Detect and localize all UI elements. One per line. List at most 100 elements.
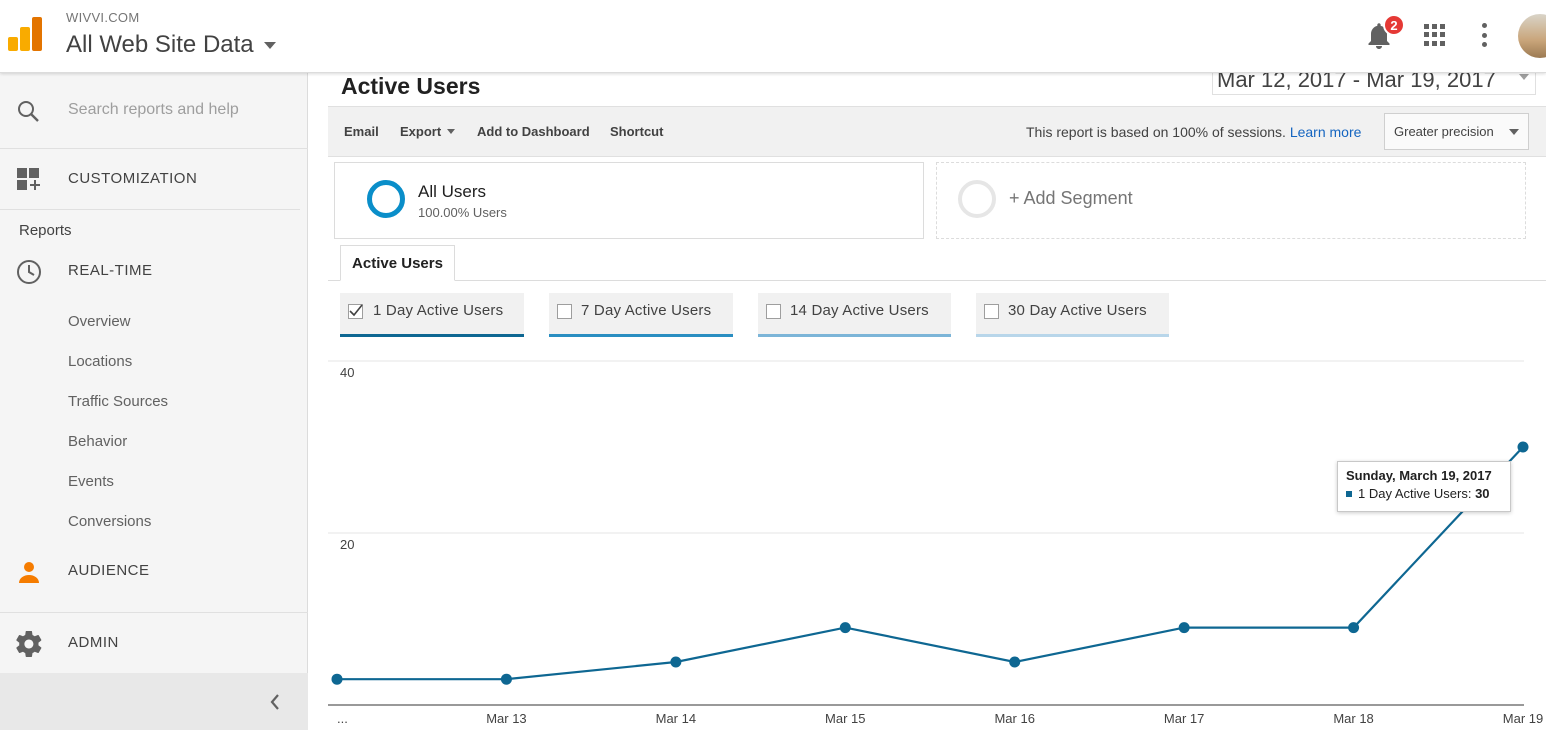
account-name: WIVVI.COM [66, 10, 140, 25]
x-tick-label: Mar 18 [1333, 711, 1373, 726]
divider [0, 612, 308, 613]
tabs-divider [328, 280, 1546, 281]
metric-label: 30 Day Active Users [1008, 302, 1147, 319]
avatar[interactable] [1518, 14, 1546, 58]
data-point [1348, 622, 1360, 634]
sidebar-item-events[interactable]: Events [68, 473, 114, 490]
person-icon [19, 562, 39, 583]
data-point [500, 673, 512, 685]
y-tick-label: 20 [340, 537, 354, 552]
property-selector[interactable]: All Web Site Data [66, 31, 276, 59]
export-label: Export [400, 124, 442, 139]
y-tick-label: 40 [340, 365, 354, 380]
property-name: All Web Site Data [66, 31, 254, 58]
chevron-left-icon[interactable] [268, 693, 282, 711]
data-point [670, 656, 682, 668]
metric-label: 7 Day Active Users [581, 302, 712, 319]
checkbox[interactable] [557, 304, 572, 319]
segment-ring-icon [367, 180, 405, 218]
sampling-notice: This report is based on 100% of sessions… [1026, 124, 1361, 140]
top-bar: WIVVI.COM All Web Site Data 2 [0, 0, 1546, 73]
nav-realtime[interactable]: REAL-TIME [0, 249, 308, 293]
x-tick-label: Mar 14 [656, 711, 696, 726]
email-label: Email [344, 124, 379, 139]
tab-label: Active Users [352, 254, 443, 272]
segment-all-users[interactable]: All Users 100.00% Users [334, 162, 924, 239]
sidebar: CUSTOMIZATION Reports REAL-TIME Overview… [0, 73, 308, 730]
metric-toggle-30-day[interactable]: 30 Day Active Users [976, 293, 1169, 337]
data-point [1178, 622, 1190, 634]
metric-underline [549, 334, 733, 337]
metric-label: 1 Day Active Users [373, 302, 504, 319]
metric-toggle-14-day[interactable]: 14 Day Active Users [758, 293, 951, 337]
divider [0, 209, 300, 210]
apps-grid-icon[interactable] [1424, 24, 1446, 46]
search-row [0, 73, 308, 149]
series-swatch [1346, 490, 1352, 497]
precision-select[interactable]: Greater precision [1384, 113, 1529, 150]
checkbox[interactable] [766, 304, 781, 319]
caret-down-icon [1509, 129, 1519, 135]
x-tick-label: Mar 17 [1164, 711, 1204, 726]
caret-down-icon [447, 129, 456, 134]
export-button[interactable]: Export [400, 124, 456, 139]
nav-audience[interactable]: AUDIENCE [0, 549, 308, 593]
precision-value: Greater precision [1394, 124, 1494, 139]
caret-down-icon [263, 41, 276, 49]
tooltip-value: 30 [1475, 486, 1490, 501]
add-segment-button[interactable]: + Add Segment [936, 162, 1526, 239]
checkbox[interactable] [348, 304, 363, 319]
checkbox[interactable] [984, 304, 999, 319]
nav-label: AUDIENCE [68, 562, 150, 579]
add-to-dashboard-button[interactable]: Add to Dashboard [477, 124, 590, 139]
collapse-bar [0, 673, 308, 730]
learn-more-link[interactable]: Learn more [1289, 124, 1362, 140]
x-tick-label: Mar 19 [1503, 711, 1543, 726]
segment-ring-icon [958, 180, 996, 218]
sidebar-item-behavior[interactable]: Behavior [68, 433, 128, 450]
add-segment-label: + Add Segment [1009, 188, 1133, 208]
sidebar-item-overview[interactable]: Overview [68, 313, 131, 330]
tab-active-users[interactable]: Active Users [340, 245, 455, 281]
nav-label: REAL-TIME [68, 262, 153, 279]
data-point [1009, 656, 1021, 668]
metric-toggle-1-day[interactable]: 1 Day Active Users [340, 293, 524, 337]
shortcut-button[interactable]: Shortcut [610, 124, 663, 139]
x-tick-label: Mar 15 [825, 711, 865, 726]
dashboard-customize-icon [17, 168, 40, 190]
x-tick-label: Mar 13 [486, 711, 526, 726]
gear-icon [16, 631, 42, 657]
sidebar-item-traffic-sources[interactable]: Traffic Sources [68, 393, 169, 410]
main-content: Active Users Mar 12, 2017 - Mar 19, 2017… [328, 65, 1546, 730]
x-tick-label: Mar 16 [994, 711, 1034, 726]
nav-label: ADMIN [68, 634, 119, 651]
data-point [839, 622, 851, 634]
sidebar-item-conversions[interactable]: Conversions [68, 513, 152, 530]
check-icon [349, 304, 363, 317]
report-toolbar: Email Export Add to Dashboard Shortcut T… [328, 106, 1546, 157]
caret-down-icon [1519, 74, 1529, 80]
line-chart: 20 40... Mar 13 Mar 14 Mar 15 Mar 16 Mar 17 Mar… [328, 360, 1543, 726]
metric-underline [340, 334, 524, 337]
analytics-logo [8, 17, 42, 51]
metric-underline [976, 334, 1169, 337]
sidebar-item-locations[interactable]: Locations [68, 353, 133, 370]
tooltip-value-row: 1 Day Active Users: 30 [1346, 486, 1502, 501]
more-vert-icon[interactable] [1478, 23, 1490, 47]
x-tick-label: ... [337, 711, 348, 726]
metric-toggle-7-day[interactable]: 7 Day Active Users [549, 293, 733, 337]
nav-admin[interactable]: ADMIN [0, 621, 308, 665]
metric-underline [758, 334, 951, 337]
email-button[interactable]: Email [344, 124, 379, 139]
series-line [337, 446, 1524, 681]
notification-badge: 2 [1383, 14, 1405, 36]
tooltip-series: 1 Day Active Users: [1358, 486, 1472, 501]
nav-customization[interactable]: CUSTOMIZATION [0, 157, 308, 201]
search-input[interactable] [68, 97, 288, 123]
add-to-dashboard-label: Add to Dashboard [477, 124, 590, 139]
segment-name: All Users [418, 182, 487, 201]
search-icon [18, 101, 39, 122]
nav-label: CUSTOMIZATION [68, 170, 198, 187]
data-point [331, 673, 343, 685]
chart-tooltip: Sunday, March 19, 2017 1 Day Active User… [1337, 461, 1511, 512]
